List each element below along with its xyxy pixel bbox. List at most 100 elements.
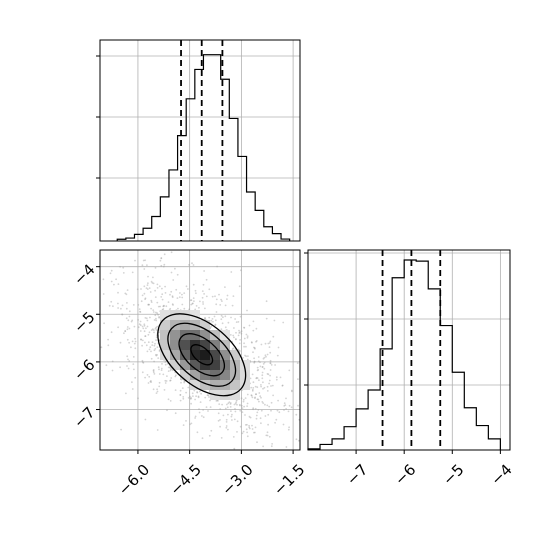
scatter-point (204, 396, 207, 399)
scatter-point (188, 264, 190, 266)
scatter-point (252, 408, 255, 411)
density-cell (200, 370, 210, 380)
scatter-point (204, 318, 207, 321)
scatter-point (209, 406, 212, 408)
scatter-point (254, 407, 257, 410)
scatter-point (175, 288, 178, 291)
scatter-point (143, 268, 146, 270)
scatter-point (164, 361, 167, 363)
scatter-point (263, 386, 266, 389)
scatter-point (103, 322, 105, 325)
scatter-point (206, 394, 209, 397)
scatter-point (152, 282, 155, 285)
density-cell (160, 350, 170, 360)
scatter-point (155, 354, 158, 357)
scatter-point (190, 402, 193, 405)
scatter-point (232, 451, 234, 453)
scatter-point (205, 295, 208, 298)
scatter-point (202, 409, 205, 411)
scatter-point (155, 392, 158, 394)
scatter-point (296, 362, 299, 364)
scatter-point (227, 428, 229, 431)
scatter-point (269, 362, 272, 364)
scatter-point (240, 330, 243, 333)
y-tick-label: −5 (70, 308, 98, 336)
scatter-point (185, 420, 187, 422)
scatter-point (260, 422, 262, 425)
scatter-point (253, 360, 256, 363)
scatter-point (217, 419, 220, 422)
scatter-point (163, 389, 166, 391)
scatter-point (295, 413, 298, 416)
scatter-point (199, 401, 202, 403)
scatter-point (131, 388, 134, 390)
scatter-point (224, 315, 227, 318)
scatter-point (207, 394, 210, 397)
density-cell (220, 350, 230, 360)
scatter-point (199, 300, 201, 303)
scatter-point (121, 313, 123, 316)
scatter-point (255, 417, 258, 420)
scatter-point (148, 348, 151, 351)
scatter-point (301, 377, 303, 379)
scatter-point (263, 361, 266, 364)
scatter-point (154, 327, 157, 330)
scatter-point (256, 377, 259, 379)
density-cell (230, 390, 240, 400)
scatter-point (142, 362, 145, 364)
scatter-point (162, 265, 165, 268)
scatter-point (262, 381, 264, 384)
scatter-point (150, 357, 153, 360)
scatter-point (144, 317, 147, 319)
scatter-point (123, 332, 125, 335)
scatter-point (268, 346, 271, 348)
scatter-point (274, 364, 276, 366)
scatter-point (205, 406, 208, 408)
scatter-point (152, 311, 155, 313)
scatter-point (263, 367, 266, 370)
scatter-point (298, 439, 300, 442)
scatter-point (160, 264, 163, 267)
scatter-point (198, 390, 201, 393)
scatter-point (151, 341, 154, 344)
scatter-point (152, 276, 154, 279)
scatter-point (225, 421, 228, 423)
scatter-point (169, 369, 172, 372)
scatter-point (164, 379, 167, 382)
scatter-point (253, 347, 256, 349)
scatter-point (274, 421, 276, 424)
scatter-point (253, 361, 256, 364)
scatter-point (154, 289, 157, 292)
scatter-point (262, 363, 265, 365)
scatter-point (271, 384, 274, 387)
scatter-point (146, 325, 149, 328)
scatter-point (156, 312, 159, 315)
scatter-point (218, 403, 221, 405)
scatter-point (229, 334, 232, 336)
scatter-point (297, 378, 299, 380)
scatter-point (240, 397, 243, 400)
scatter-point (222, 316, 224, 319)
scatter-point (117, 307, 119, 309)
scatter-point (251, 424, 253, 427)
scatter-point (222, 414, 225, 417)
scatter-point (149, 291, 152, 293)
scatter-point (271, 443, 273, 445)
scatter-point (155, 339, 157, 341)
scatter-point (156, 301, 159, 304)
scatter-point (175, 227, 177, 229)
scatter-point (211, 318, 214, 320)
scatter-point (179, 394, 182, 396)
scatter-point (268, 342, 271, 344)
scatter-point (295, 438, 298, 441)
scatter-point (182, 397, 185, 400)
scatter-point (162, 308, 165, 310)
scatter-point (196, 391, 199, 393)
scatter-point (259, 395, 262, 398)
scatter-point (163, 263, 166, 266)
scatter-point (157, 357, 160, 359)
scatter-point (134, 340, 137, 343)
scatter-point (212, 320, 214, 323)
scatter-point (161, 363, 163, 365)
scatter-point (152, 309, 155, 311)
